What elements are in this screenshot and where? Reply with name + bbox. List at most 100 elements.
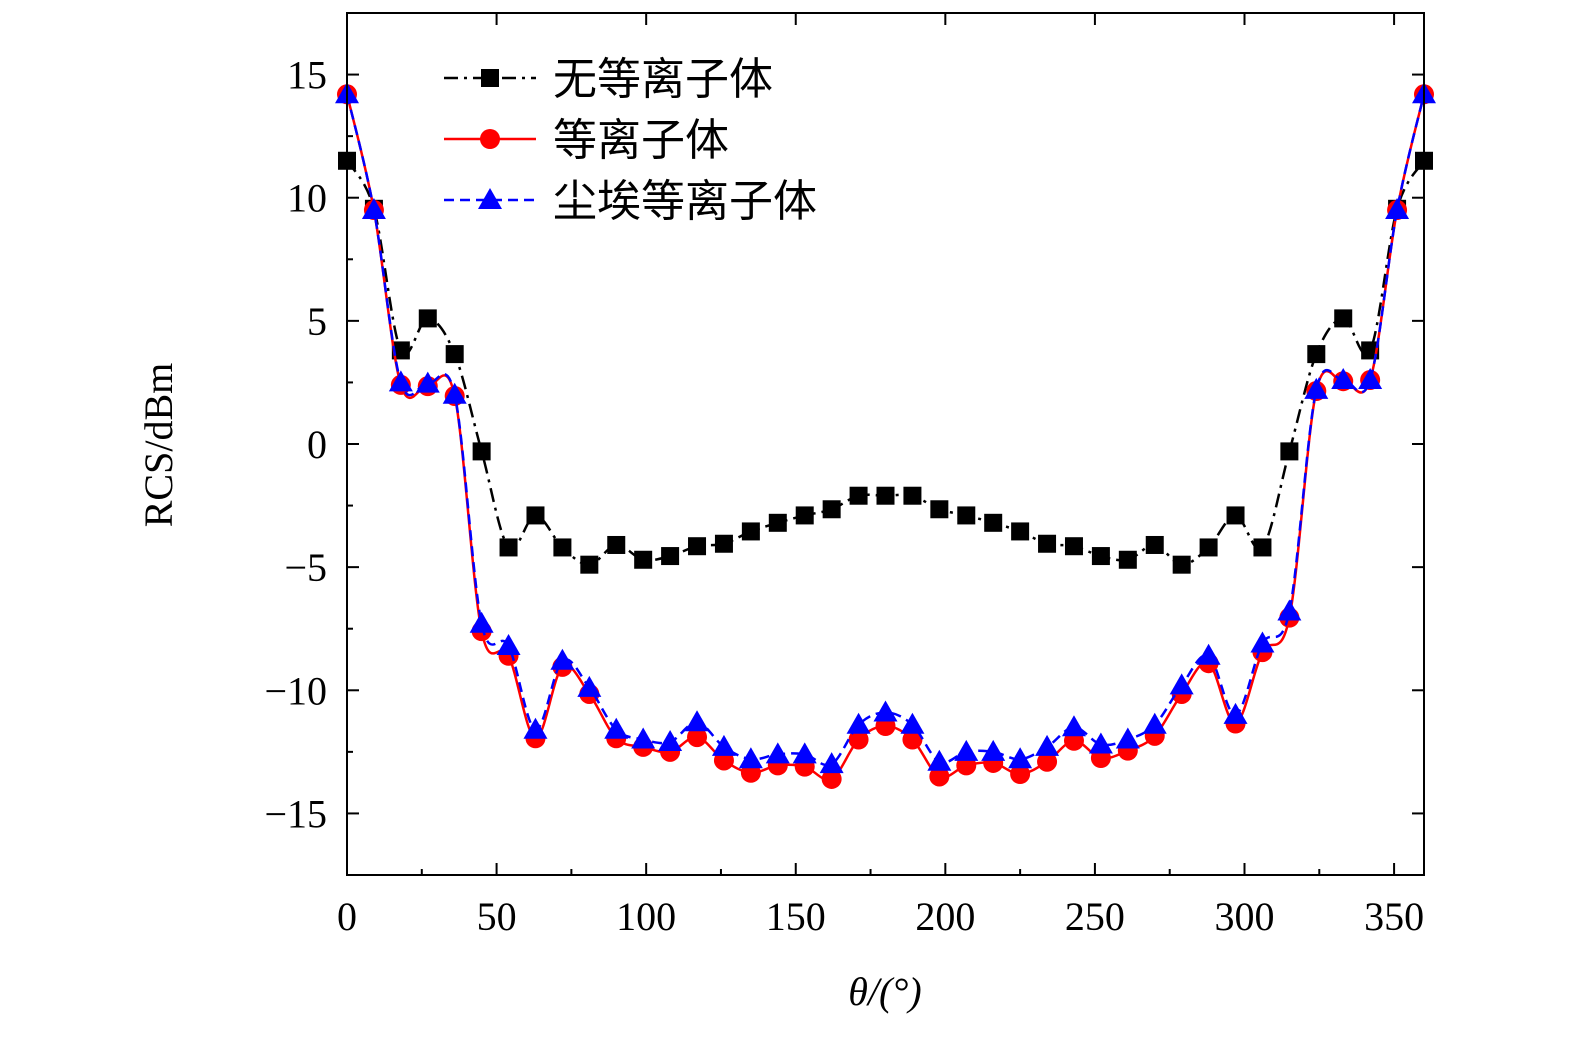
y-tick-label: 0 [307, 422, 327, 467]
data-point-triangle [388, 370, 413, 392]
data-point-square [418, 309, 437, 328]
data-point-square [822, 500, 841, 519]
data-point-triangle [1035, 734, 1060, 756]
data-point-square [876, 486, 895, 505]
x-tick-label: 150 [766, 894, 826, 939]
data-point-triangle [1061, 715, 1086, 737]
data-point-square [1145, 535, 1164, 554]
x-axis-label: θ/(°) [848, 969, 921, 1014]
data-point-square [1011, 522, 1030, 541]
data-point-circle [902, 729, 923, 750]
plot-frame [346, 12, 1425, 876]
data-point-square [688, 537, 707, 556]
data-point-circle [1010, 764, 1031, 785]
data-point-triangle [1277, 599, 1302, 621]
data-point-triangle [954, 739, 979, 761]
data-point-square [957, 506, 976, 525]
data-point-square [445, 345, 464, 364]
data-point-triangle [577, 675, 602, 697]
data-point-triangle [981, 739, 1006, 761]
data-point-square [472, 442, 491, 461]
data-point-triangle [361, 198, 386, 220]
data-point-triangle [792, 742, 817, 764]
data-point-triangle [685, 710, 710, 732]
data-point-square [768, 513, 787, 532]
data-point-circle [821, 768, 842, 789]
series-line-1 [345, 93, 1426, 782]
data-point-square [1118, 550, 1137, 569]
data-point-triangle [819, 752, 844, 774]
data-point-triangle [658, 730, 683, 752]
data-point-triangle [765, 742, 790, 764]
data-point-triangle [604, 717, 629, 739]
data-point-square [1172, 555, 1191, 574]
data-point-triangle [1304, 377, 1329, 399]
data-point-triangle [738, 747, 763, 769]
data-point-square [391, 341, 410, 360]
data-point-square [553, 538, 572, 557]
data-point-square [607, 535, 626, 554]
data-point-square [1038, 534, 1057, 553]
data-point-triangle [846, 712, 871, 734]
data-point-square [1199, 538, 1218, 557]
data-point-triangle [1115, 727, 1140, 749]
data-point-triangle [550, 648, 575, 670]
data-point-triangle [1169, 673, 1194, 695]
data-point-square [741, 522, 760, 541]
legend-marker-square [481, 69, 499, 87]
x-tick-label: 350 [1364, 894, 1424, 939]
data-point-square [1064, 537, 1083, 556]
legend-marker-circle [480, 129, 500, 149]
x-tick-label: 300 [1215, 894, 1275, 939]
data-point-triangle [1385, 198, 1410, 220]
legend-label: 无等离子体 [553, 55, 773, 104]
data-point-triangle [1223, 702, 1248, 724]
data-point-circle [848, 729, 869, 750]
data-point-triangle [1250, 631, 1275, 653]
data-point-square [526, 506, 545, 525]
data-point-triangle [1008, 747, 1033, 769]
data-point-triangle [873, 700, 898, 722]
data-point-square [1091, 547, 1110, 566]
data-point-triangle [523, 717, 548, 739]
data-point-square [1280, 442, 1299, 461]
data-point-triangle [711, 734, 736, 756]
x-tick-label: 200 [915, 894, 975, 939]
y-tick-label: 10 [287, 176, 327, 221]
data-point-square [1334, 309, 1353, 328]
data-point-square [795, 506, 814, 525]
data-point-triangle [927, 749, 952, 771]
data-point-square [903, 486, 922, 505]
data-point-square [1307, 345, 1326, 364]
y-tick-label: −5 [284, 545, 327, 590]
data-point-square [499, 538, 518, 557]
data-point-circle [687, 727, 708, 748]
data-point-circle [1037, 751, 1058, 772]
data-point-square [580, 555, 599, 574]
y-tick-label: 5 [307, 299, 327, 344]
y-axis-label: RCS/dBm [136, 363, 181, 528]
data-point-square [930, 500, 949, 519]
legend-marker-triangle [478, 188, 502, 209]
data-point-triangle [1196, 643, 1221, 665]
data-point-triangle [1358, 367, 1383, 389]
data-point-triangle [900, 712, 925, 734]
data-point-triangle [631, 727, 656, 749]
y-tick-label: 15 [287, 53, 327, 98]
data-point-square [1253, 538, 1272, 557]
data-point-square [634, 550, 653, 569]
data-point-square [1226, 506, 1245, 525]
x-tick-label: 50 [477, 894, 517, 939]
data-point-triangle [496, 633, 521, 655]
data-point-square [849, 486, 868, 505]
data-point-triangle [1088, 732, 1113, 754]
data-point-triangle [1142, 712, 1167, 734]
legend-label: 尘埃等离子体 [553, 177, 817, 226]
data-point-triangle [415, 371, 440, 393]
x-tick-label: 100 [616, 894, 676, 939]
data-point-circle [929, 766, 950, 787]
data-point-triangle [442, 382, 467, 404]
data-point-square [984, 513, 1003, 532]
